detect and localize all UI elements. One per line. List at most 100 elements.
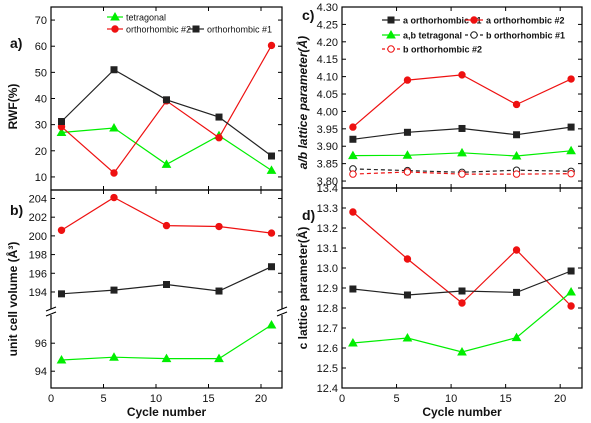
panel-c-legend-marker bbox=[387, 16, 395, 24]
panel-c-data-point bbox=[403, 76, 412, 84]
panel-c-data-point bbox=[349, 123, 357, 131]
panel-c-legend-marker bbox=[470, 31, 478, 39]
panel-b-upper-ytick-label: 204 bbox=[29, 193, 47, 205]
panel-d-ytick-label: 13.0 bbox=[317, 263, 338, 275]
panel-b-plot-frame bbox=[50, 189, 283, 389]
panel-a-data-point bbox=[266, 165, 277, 174]
panel-a-data-point bbox=[215, 113, 223, 121]
panel-a-data-point bbox=[268, 152, 275, 160]
panel-c-data-point bbox=[566, 145, 576, 155]
panel-c-data-point bbox=[457, 147, 467, 157]
panel-a-series-line bbox=[61, 45, 273, 174]
panel-b-data-point bbox=[56, 354, 67, 364]
panel-b-axis-break-gap bbox=[47, 309, 55, 315]
panel-b: b) unit cell volume (Å³) Cycle number 19… bbox=[5, 189, 288, 419]
panel-c-legend-label: a orthorhombic #1 bbox=[403, 16, 482, 26]
panel-d-xtick-label: 20 bbox=[554, 393, 566, 405]
panel-b-xtick-label: 0 bbox=[48, 393, 54, 405]
panel-a-label: a) bbox=[10, 35, 22, 51]
panel-c-legend-marker bbox=[387, 45, 395, 53]
panel-d-ytick-label: 12.9 bbox=[317, 283, 338, 295]
panel-a-data-point bbox=[56, 127, 67, 136]
panel-c-label: c) bbox=[302, 7, 314, 23]
panel-d-ytick-label: 13.3 bbox=[317, 203, 338, 215]
panel-b-axis-break-gap-right bbox=[278, 309, 286, 315]
panel-d-xtick-label: 5 bbox=[393, 393, 399, 405]
panel-d-data-point bbox=[349, 208, 357, 216]
panel-d-data-point bbox=[458, 299, 466, 307]
panel-c-data-point bbox=[513, 131, 521, 139]
panel-b-data-point bbox=[57, 226, 66, 234]
panel-d-xtick-label: 10 bbox=[445, 393, 457, 405]
panel-b-upper-ytick-label: 196 bbox=[29, 268, 47, 280]
panel-c-legend-marker bbox=[386, 29, 396, 39]
panel-c-ytick-label: 4.10 bbox=[317, 72, 338, 84]
panel-d-data-point bbox=[513, 288, 521, 296]
panel-c-data-point bbox=[349, 135, 357, 143]
panel-c-data-point bbox=[567, 170, 575, 178]
panel-b-data-point bbox=[109, 352, 119, 361]
panel-b-data-point bbox=[58, 290, 65, 298]
panel-a-ytick-label: 60 bbox=[35, 41, 47, 53]
panel-d-ytick-label: 13.1 bbox=[317, 243, 338, 255]
panel-a-ytick-label: 40 bbox=[35, 94, 47, 106]
panel-c-legend-label: b orthorhombic #2 bbox=[403, 45, 482, 55]
panel-a-data-point bbox=[163, 96, 170, 104]
panel-b-axis-break-mark-right bbox=[276, 311, 288, 317]
panel-d-data-point bbox=[349, 285, 357, 293]
panel-b-upper-ytick-label: 194 bbox=[29, 287, 47, 299]
panel-d-data-point bbox=[403, 291, 411, 299]
panel-c-ytick-label: 3.95 bbox=[317, 124, 338, 136]
panel-a-ytick-label: 30 bbox=[35, 120, 47, 132]
panel-a-data-point bbox=[215, 134, 223, 142]
panel-d-data-point bbox=[458, 287, 466, 295]
panel-d-ytick-label: 12.8 bbox=[317, 303, 338, 315]
panel-d-ytick-label: 13.2 bbox=[317, 223, 338, 235]
panel-a-legend-label: tetragonal bbox=[126, 13, 166, 23]
panel-b-upper-ytick-label: 198 bbox=[29, 250, 47, 262]
panel-b-data-point bbox=[110, 193, 118, 202]
panel-b-xtick-label: 5 bbox=[100, 393, 106, 405]
panel-c-data-point bbox=[512, 100, 521, 109]
panel-a-legend-marker bbox=[110, 11, 120, 21]
panel-b-data-point bbox=[163, 280, 170, 288]
panel-b-series-line bbox=[61, 266, 272, 295]
panel-c-data-point bbox=[403, 168, 412, 176]
panel-c-ytick-label: 4.30 bbox=[317, 2, 338, 14]
panel-b-data-point bbox=[215, 287, 223, 295]
panel-a-legend-marker bbox=[192, 25, 200, 33]
panel-c-data-point bbox=[403, 128, 411, 136]
panel-d-y-axis-label: c lattice parameter(Å) bbox=[295, 227, 310, 350]
panel-d-data-point bbox=[567, 267, 575, 275]
panel-d-ytick-label: 13.4 bbox=[317, 183, 338, 195]
panel-a-ytick-label: 20 bbox=[35, 146, 47, 158]
panel-c-data-point bbox=[402, 150, 413, 159]
panel-b-data-point bbox=[267, 229, 276, 237]
panel-c-series-line bbox=[352, 168, 572, 173]
panel-b-data-point bbox=[215, 222, 223, 231]
panel-c-series-line bbox=[352, 171, 572, 175]
panel-c-data-point bbox=[349, 170, 357, 178]
panel-a-legend: tetragonal orthorhombic #2 orthorhombic #1 bbox=[107, 11, 272, 35]
panel-a-data-point bbox=[161, 159, 172, 168]
panel-c-ytick-label: 3.85 bbox=[317, 159, 338, 171]
panel-b-axis-break-mark-right bbox=[276, 306, 288, 312]
panel-a-data-point bbox=[58, 118, 65, 126]
panel-c-ytick-label: 4.20 bbox=[317, 37, 338, 49]
panel-d-data-point bbox=[348, 337, 358, 347]
panel-d-data-point bbox=[457, 346, 467, 356]
panel-d-data-point bbox=[567, 302, 575, 310]
panel-b-label: b) bbox=[10, 202, 23, 218]
panel-a-y-axis-label: RWF(%) bbox=[6, 84, 20, 130]
panel-a-legend-marker bbox=[111, 25, 119, 33]
panel-b-x-axis-label: Cycle number bbox=[127, 405, 207, 419]
panel-c-ytick-label: 4.05 bbox=[317, 89, 338, 101]
panel-a: a) RWF(%) 10 20 30 40 50 60 70 tetragonal ortho… bbox=[6, 6, 283, 191]
panel-d-xtick-label: 15 bbox=[500, 393, 512, 405]
panel-b-upper-ytick-label: 200 bbox=[29, 231, 47, 243]
panel-d-data-point bbox=[511, 332, 522, 342]
panel-b-xtick-label: 15 bbox=[202, 393, 214, 405]
panel-d-data-point bbox=[512, 246, 521, 254]
panel-a-data-point bbox=[110, 66, 118, 74]
